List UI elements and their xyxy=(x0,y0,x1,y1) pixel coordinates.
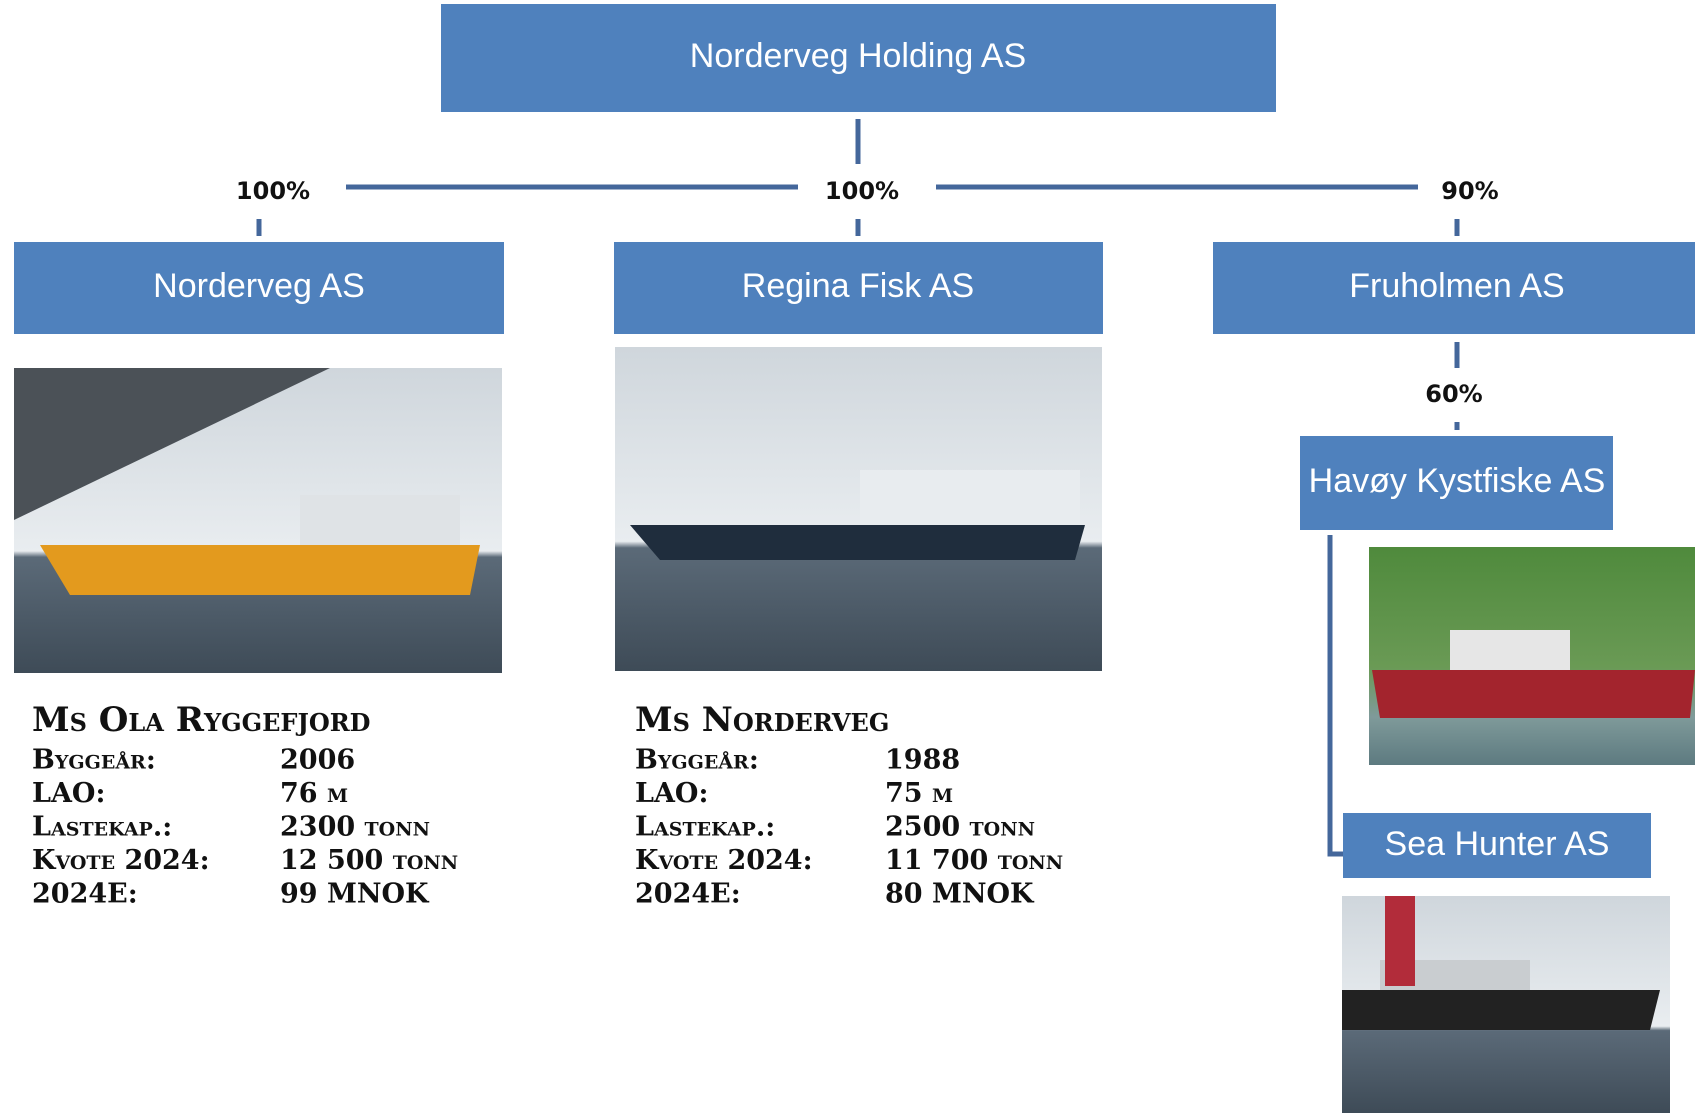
spec-label: LAO: xyxy=(32,778,105,809)
spec-value: 2006 xyxy=(280,745,355,776)
spec-label: 2024E: xyxy=(32,879,138,910)
spec-label: LAO: xyxy=(635,778,708,809)
spec-label: Byggeår: xyxy=(635,745,759,776)
spec-value: 2300 tonn xyxy=(280,812,430,843)
company-label: Sea Hunter AS xyxy=(1385,825,1610,863)
spec-value: 1988 xyxy=(885,745,960,776)
company-label: Regina Fisk AS xyxy=(742,267,974,305)
spec-value: 11 700 tonn xyxy=(885,845,1063,876)
spec-value: 76 m xyxy=(280,778,348,809)
spec-value: 75 m xyxy=(885,778,953,809)
ownership-label: 100% xyxy=(236,177,310,205)
vessel-photo xyxy=(1342,896,1670,1113)
ownership-label: 100% xyxy=(825,177,899,205)
spec-value: 99 MNOK xyxy=(280,879,430,910)
root-label: Norderveg Holding AS xyxy=(690,37,1026,75)
org-chart: Norderveg Holding AS Norderveg AS Regina… xyxy=(0,0,1695,1118)
vessel-photo xyxy=(1369,547,1695,765)
company-label: Norderveg AS xyxy=(153,267,365,305)
ownership-label: 90% xyxy=(1441,177,1498,205)
company-label: Fruholmen AS xyxy=(1349,267,1564,305)
spec-label: Kvote 2024: xyxy=(635,845,813,876)
company-label: Havøy Kystfiske AS xyxy=(1309,462,1606,500)
spec-value: 80 MNOK xyxy=(885,879,1035,910)
spec-label: Lastekap.: xyxy=(32,812,172,843)
ownership-label: 60% xyxy=(1425,380,1482,408)
spec-label: Lastekap.: xyxy=(635,812,775,843)
spec-label: 2024E: xyxy=(635,879,741,910)
vessel-photo xyxy=(14,368,502,673)
vessel-name: Ms Ola Ryggefjord xyxy=(32,700,371,740)
vessel-name: Ms Norderveg xyxy=(635,700,889,740)
spec-value: 2500 tonn xyxy=(885,812,1035,843)
spec-label: Byggeår: xyxy=(32,745,156,776)
spec-value: 12 500 tonn xyxy=(280,845,458,876)
vessel-info: Ms Ola Ryggefjord Byggeår: 2006 LAO: 76 m Las… xyxy=(32,700,1063,910)
vessel-photo xyxy=(615,347,1102,671)
spec-label: Kvote 2024: xyxy=(32,845,210,876)
